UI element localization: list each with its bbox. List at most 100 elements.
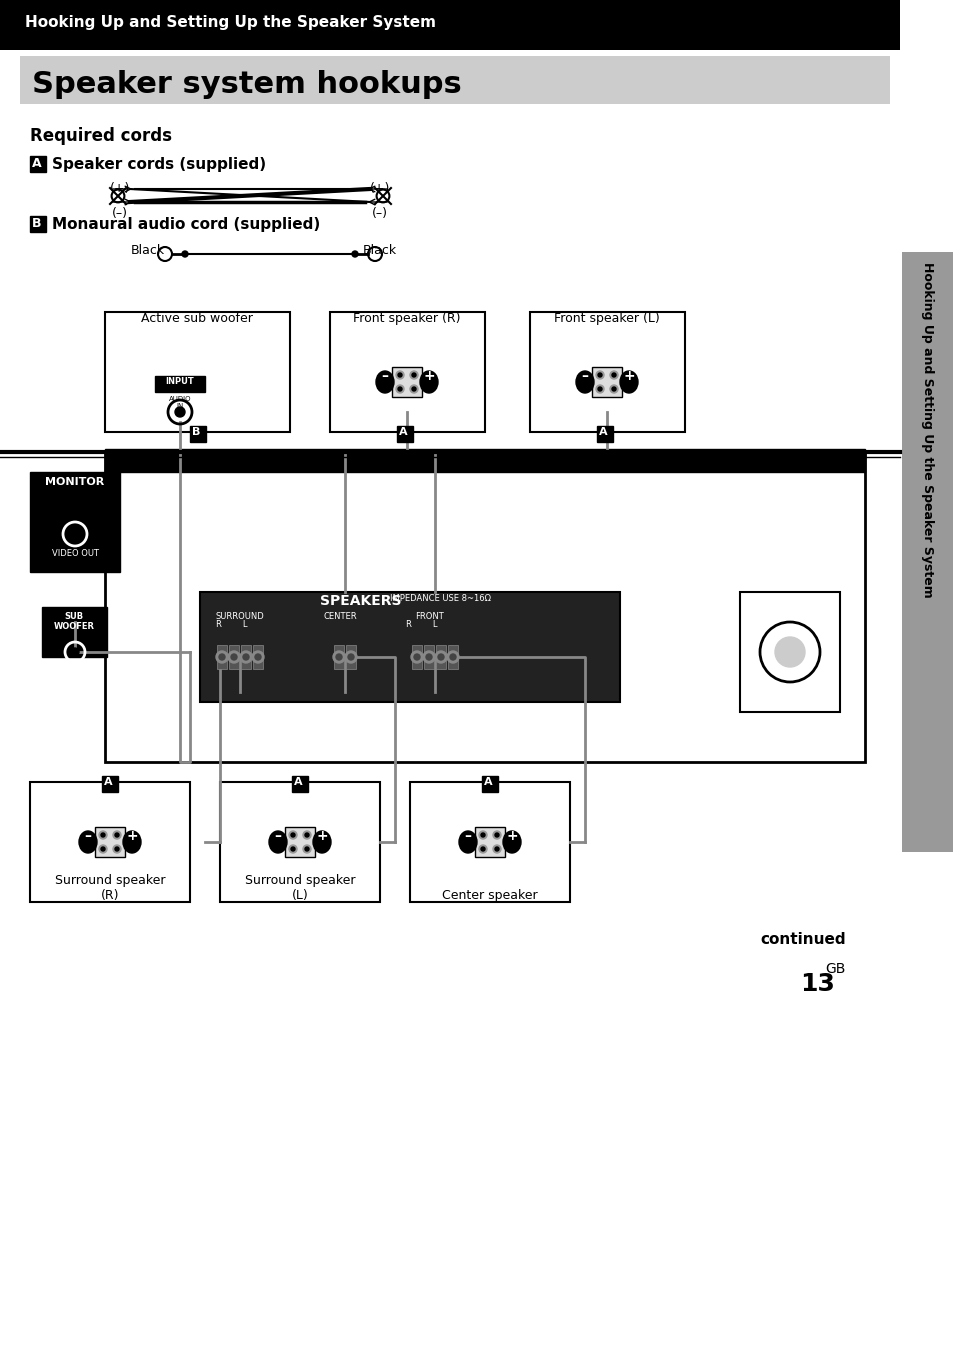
- Circle shape: [303, 831, 311, 840]
- Bar: [229, 645, 239, 669]
- Circle shape: [412, 387, 416, 391]
- Circle shape: [426, 654, 432, 660]
- Bar: [105, 449, 864, 458]
- Bar: [30, 781, 190, 902]
- Bar: [423, 645, 434, 669]
- Circle shape: [450, 654, 456, 660]
- Circle shape: [493, 845, 500, 853]
- Circle shape: [305, 833, 309, 837]
- Text: (+): (+): [110, 183, 130, 195]
- Text: –: –: [381, 369, 388, 383]
- Text: +: +: [622, 369, 634, 383]
- Circle shape: [99, 845, 107, 853]
- Text: Hooking Up and Setting Up the Speaker System: Hooking Up and Setting Up the Speaker Sy…: [25, 15, 436, 30]
- Circle shape: [395, 370, 403, 379]
- Text: SPEAKERS: SPEAKERS: [319, 594, 401, 608]
- Circle shape: [410, 370, 417, 379]
- Bar: [412, 645, 421, 669]
- Text: MONITOR: MONITOR: [46, 477, 105, 487]
- Circle shape: [478, 845, 486, 853]
- Text: GB: GB: [824, 963, 844, 976]
- Circle shape: [333, 652, 345, 662]
- Text: 13: 13: [800, 972, 834, 996]
- Text: (+): (+): [370, 183, 390, 195]
- Circle shape: [115, 833, 119, 837]
- Text: Surround speaker
(L): Surround speaker (L): [245, 873, 355, 902]
- Circle shape: [447, 652, 458, 662]
- Bar: [105, 452, 864, 763]
- Text: Center speaker: Center speaker: [442, 890, 537, 902]
- Circle shape: [291, 833, 294, 837]
- Circle shape: [411, 652, 422, 662]
- Circle shape: [609, 385, 618, 393]
- Bar: [475, 827, 504, 857]
- Text: –: –: [85, 829, 91, 844]
- Circle shape: [612, 387, 616, 391]
- Bar: [105, 458, 864, 472]
- Bar: [740, 592, 840, 713]
- Bar: [200, 592, 619, 702]
- Text: B: B: [32, 218, 42, 230]
- Bar: [95, 827, 125, 857]
- Text: –: –: [274, 829, 281, 844]
- Text: +: +: [506, 829, 517, 844]
- Circle shape: [435, 652, 447, 662]
- Ellipse shape: [269, 831, 287, 853]
- Text: +: +: [126, 829, 137, 844]
- Circle shape: [112, 845, 121, 853]
- Bar: [154, 376, 205, 392]
- Bar: [392, 366, 421, 397]
- Text: Black: Black: [131, 243, 165, 257]
- Text: A: A: [294, 777, 302, 787]
- Text: VIDEO OUT: VIDEO OUT: [51, 549, 98, 558]
- Text: Front speaker (L): Front speaker (L): [554, 312, 659, 324]
- Text: A: A: [483, 777, 492, 787]
- Text: A: A: [398, 427, 407, 437]
- Text: Black: Black: [362, 243, 396, 257]
- Circle shape: [291, 846, 294, 850]
- Circle shape: [437, 654, 443, 660]
- Text: +: +: [423, 369, 435, 383]
- Text: Speaker system hookups: Speaker system hookups: [32, 70, 461, 99]
- Text: CENTER: CENTER: [323, 612, 356, 621]
- Circle shape: [480, 833, 484, 837]
- Ellipse shape: [502, 831, 520, 853]
- Bar: [436, 645, 446, 669]
- Circle shape: [289, 845, 296, 853]
- Text: A: A: [104, 777, 112, 787]
- Text: Monaural audio cord (supplied): Monaural audio cord (supplied): [52, 218, 320, 233]
- Text: R        L: R L: [216, 621, 248, 629]
- Bar: [241, 645, 251, 669]
- Bar: [901, 251, 953, 852]
- Circle shape: [612, 373, 616, 377]
- Circle shape: [174, 407, 185, 416]
- Ellipse shape: [313, 831, 331, 853]
- Circle shape: [609, 370, 618, 379]
- Circle shape: [596, 385, 603, 393]
- Bar: [102, 776, 118, 792]
- Bar: [42, 607, 107, 657]
- Text: Active sub woofer: Active sub woofer: [141, 312, 253, 324]
- Circle shape: [410, 385, 417, 393]
- Text: IMPEDANCE USE 8~16Ω: IMPEDANCE USE 8~16Ω: [390, 594, 491, 603]
- Bar: [530, 312, 684, 433]
- Text: Required cords: Required cords: [30, 127, 172, 145]
- Circle shape: [101, 833, 105, 837]
- Circle shape: [412, 373, 416, 377]
- Bar: [30, 155, 46, 172]
- Circle shape: [774, 637, 804, 667]
- Circle shape: [422, 652, 435, 662]
- Bar: [592, 366, 621, 397]
- Text: AUDIO OUT: AUDIO OUT: [51, 612, 99, 621]
- Circle shape: [335, 654, 341, 660]
- Text: Hooking Up and Setting Up the Speaker System: Hooking Up and Setting Up the Speaker Sy…: [921, 262, 934, 598]
- Circle shape: [243, 654, 249, 660]
- Text: SURROUND: SURROUND: [215, 612, 264, 621]
- Text: A: A: [598, 427, 607, 437]
- Ellipse shape: [375, 370, 394, 393]
- Bar: [481, 776, 497, 792]
- Circle shape: [70, 529, 80, 539]
- Bar: [396, 426, 413, 442]
- Circle shape: [414, 654, 419, 660]
- Circle shape: [99, 831, 107, 840]
